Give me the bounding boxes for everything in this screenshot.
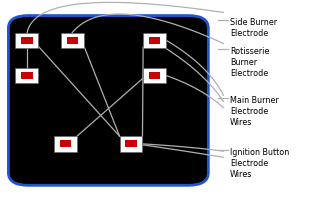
FancyBboxPatch shape bbox=[54, 136, 77, 152]
FancyBboxPatch shape bbox=[143, 33, 166, 49]
FancyBboxPatch shape bbox=[120, 136, 142, 152]
Text: Rotisserie
Burner
Electrode: Rotisserie Burner Electrode bbox=[230, 46, 269, 77]
FancyBboxPatch shape bbox=[67, 38, 78, 45]
FancyBboxPatch shape bbox=[15, 33, 38, 49]
FancyBboxPatch shape bbox=[21, 73, 33, 80]
FancyBboxPatch shape bbox=[143, 68, 166, 84]
FancyBboxPatch shape bbox=[8, 16, 208, 185]
FancyBboxPatch shape bbox=[15, 68, 38, 84]
Text: Ignition Button
Electrode
Wires: Ignition Button Electrode Wires bbox=[230, 147, 289, 178]
FancyBboxPatch shape bbox=[60, 141, 71, 148]
FancyBboxPatch shape bbox=[21, 38, 33, 45]
Text: Side Burner
Electrode: Side Burner Electrode bbox=[230, 18, 277, 37]
FancyBboxPatch shape bbox=[149, 73, 160, 80]
FancyBboxPatch shape bbox=[61, 33, 84, 49]
Text: Main Burner
Electrode
Wires: Main Burner Electrode Wires bbox=[230, 96, 279, 127]
FancyBboxPatch shape bbox=[149, 38, 160, 45]
FancyBboxPatch shape bbox=[125, 141, 137, 148]
